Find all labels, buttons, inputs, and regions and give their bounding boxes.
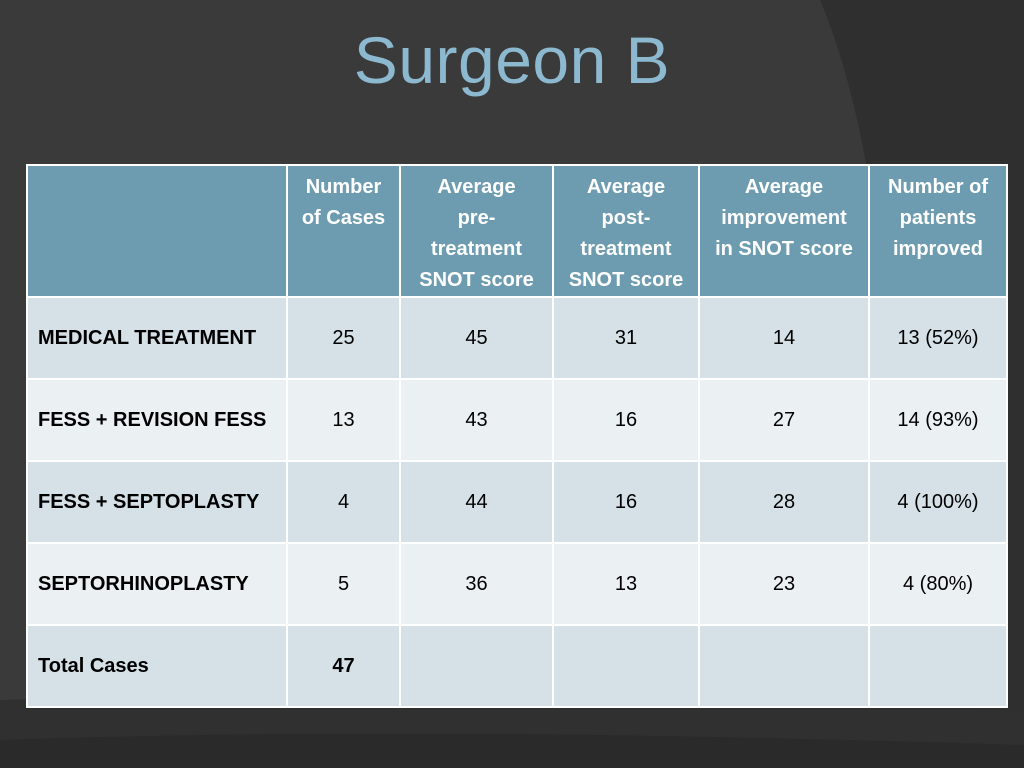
cell-pre (399, 624, 554, 708)
cell-post: 16 (552, 378, 700, 462)
slide-title: Surgeon B (353, 23, 671, 97)
header-average-post-treatment: Average post- treatment SNOT score (552, 164, 700, 298)
cell-improved: 13 (52%) (868, 296, 1008, 380)
header-line: SNOT score (568, 269, 684, 291)
header-line: pre- (457, 207, 496, 229)
header-line: Average (437, 176, 516, 198)
header-average-pre-treatment: Average pre- treatment SNOT score (399, 164, 554, 298)
header-average-improvement: Average improvement in SNOT score (698, 164, 870, 298)
header-line: Number of (888, 176, 988, 198)
cell-improved (868, 624, 1008, 708)
cell-improvement: 23 (698, 542, 870, 626)
cell-post: 13 (552, 542, 700, 626)
header-line: treatment (580, 238, 672, 260)
header-line: patients (899, 207, 977, 229)
cell-improved: 4 (80%) (868, 542, 1008, 626)
table-row: MEDICAL TREATMENT 25 45 31 14 13 (52%) (26, 296, 1008, 380)
table-header-row: Number of Cases Average pre- treatment S… (26, 164, 1008, 298)
cell-improved: 4 (100%) (868, 460, 1008, 544)
cell-pre: 45 (399, 296, 554, 380)
cell-pre: 36 (399, 542, 554, 626)
row-label: Total Cases (26, 624, 288, 708)
cell-cases: 5 (286, 542, 401, 626)
cell-improvement: 27 (698, 378, 870, 462)
cell-pre: 43 (399, 378, 554, 462)
header-line: Number (305, 176, 382, 198)
table-row: SEPTORHINOPLASTY 5 36 13 23 4 (80%) (26, 542, 1008, 626)
cell-pre: 44 (399, 460, 554, 544)
cell-cases: 13 (286, 378, 401, 462)
cell-cases: 25 (286, 296, 401, 380)
cell-cases-total: 47 (286, 624, 401, 708)
header-line: improved (892, 238, 984, 260)
cell-cases: 4 (286, 460, 401, 544)
row-label: FESS + SEPTOPLASTY (26, 460, 288, 544)
cell-post: 16 (552, 460, 700, 544)
header-line: treatment (430, 238, 523, 260)
header-procedure (26, 164, 288, 298)
header-line: Average (744, 176, 824, 198)
header-line: of Cases (301, 207, 386, 229)
table-row: FESS + REVISION FESS 13 43 16 27 14 (93%… (26, 378, 1008, 462)
cell-improvement: 28 (698, 460, 870, 544)
cell-post: 31 (552, 296, 700, 380)
header-patients-improved: Number of patients improved (868, 164, 1008, 298)
results-table: Number of Cases Average pre- treatment S… (26, 164, 1008, 708)
cell-improvement: 14 (698, 296, 870, 380)
header-line: improvement (721, 207, 847, 229)
cell-improved: 14 (93%) (868, 378, 1008, 462)
header-line: SNOT score (419, 269, 534, 291)
header-line: in SNOT score (715, 238, 853, 260)
table-row: FESS + SEPTOPLASTY 4 44 16 28 4 (100%) (26, 460, 1008, 544)
cell-post (552, 624, 700, 708)
row-label: SEPTORHINOPLASTY (26, 542, 288, 626)
row-label: FESS + REVISION FESS (26, 378, 288, 462)
header-line: Average (586, 176, 666, 198)
header-line: post- (601, 207, 651, 229)
header-number-of-cases: Number of Cases (286, 164, 401, 298)
table-row-total: Total Cases 47 (26, 624, 1008, 708)
row-label: MEDICAL TREATMENT (26, 296, 288, 380)
cell-improvement (698, 624, 870, 708)
